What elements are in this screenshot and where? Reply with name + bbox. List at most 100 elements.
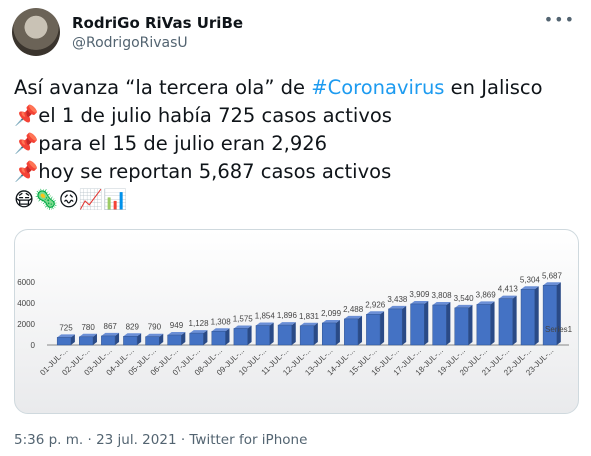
- bar-top: [123, 333, 142, 337]
- media-card[interactable]: 0 2000 4000 6000 725 780 867 829 790 949 1,128 1,30…: [14, 229, 579, 414]
- data-label: 1,854: [255, 312, 276, 321]
- bar-side: [512, 295, 517, 345]
- text-line: 📌hoy se reportan 5,687 casos activos: [14, 160, 392, 183]
- bar-side: [313, 322, 318, 345]
- bar: [344, 318, 359, 346]
- bar-side: [203, 330, 208, 345]
- y-tick-label: 6000: [17, 278, 35, 287]
- bar-top: [344, 315, 363, 319]
- bar-top: [79, 333, 97, 337]
- bar: [366, 314, 381, 346]
- bar-top: [300, 322, 318, 326]
- bar: [542, 285, 558, 346]
- avatar[interactable]: [12, 8, 60, 56]
- bar: [255, 325, 270, 346]
- data-label: 3,540: [454, 294, 475, 303]
- bar: [299, 325, 315, 346]
- text-line: 😷🦠😖📈📊: [14, 188, 128, 211]
- bar: [498, 298, 513, 346]
- bar: [277, 324, 293, 346]
- bar-side: [137, 333, 142, 345]
- data-label: 1,575: [233, 314, 254, 323]
- bar-side: [556, 282, 561, 345]
- bar: [101, 335, 116, 346]
- data-label: 725: [59, 323, 73, 332]
- bar: [167, 334, 182, 346]
- bar-side: [159, 333, 164, 345]
- data-label: 5,687: [542, 271, 563, 280]
- data-label: 2,926: [365, 300, 386, 309]
- bar: [321, 322, 337, 346]
- data-label: 3,808: [432, 291, 453, 300]
- text-line: 📌el 1 de julio había 725 casos activos: [14, 104, 392, 127]
- bar-side: [225, 328, 230, 345]
- bar-top: [189, 330, 208, 334]
- bar: [211, 331, 226, 346]
- hashtag[interactable]: #Coronavirus: [311, 76, 445, 99]
- bar: [410, 303, 425, 346]
- bar-top: [145, 333, 164, 337]
- tweet-text: Así avanza “la tercera ola” de #Coronavi…: [14, 74, 543, 214]
- data-label: 780: [81, 323, 95, 332]
- more-menu[interactable]: •••: [543, 10, 575, 29]
- data-label: 2,099: [321, 309, 342, 318]
- bar-top: [57, 334, 75, 338]
- display-name[interactable]: RodriGo RiVas UriBe: [72, 14, 244, 32]
- bar: [145, 336, 160, 346]
- bar: [520, 289, 535, 346]
- bar-top: [278, 322, 296, 326]
- y-tick-label: 4000: [17, 299, 35, 308]
- data-label: 949: [170, 321, 184, 330]
- data-label: 790: [148, 323, 162, 332]
- bar: [454, 307, 469, 346]
- data-label: 5,304: [520, 275, 541, 284]
- bar-side: [335, 319, 340, 345]
- y-tick-label: 2000: [17, 320, 35, 329]
- bar-top: [521, 286, 539, 290]
- chart: 0 2000 4000 6000 725 780 867 829 790 949 1,128 1,30…: [17, 271, 573, 377]
- bar: [388, 308, 403, 346]
- bar-side: [247, 325, 252, 345]
- data-label: 867: [104, 322, 118, 331]
- data-label: 1,831: [299, 312, 320, 321]
- bar-top: [101, 332, 120, 336]
- bar-top: [476, 301, 495, 305]
- bar-top: [322, 319, 340, 323]
- bar: [233, 328, 248, 346]
- data-label: 3,438: [387, 295, 408, 304]
- bar-side: [269, 322, 274, 345]
- bar-top: [498, 295, 517, 299]
- legend-label: Series1: [545, 325, 573, 334]
- bar-side: [181, 332, 186, 345]
- text: en Jalisco: [444, 76, 543, 99]
- bar: [476, 304, 491, 346]
- bar-top: [388, 305, 407, 309]
- bar-side: [468, 304, 473, 345]
- bar-side: [490, 301, 495, 345]
- bar-top: [233, 325, 252, 329]
- bar-top: [410, 300, 429, 304]
- bar-side: [380, 311, 385, 345]
- timestamp[interactable]: 5:36 p. m. · 23 jul. 2021 · Twitter for …: [14, 432, 308, 448]
- bar: [123, 336, 138, 346]
- bar-top: [211, 328, 230, 332]
- bar: [432, 304, 447, 346]
- bar-top: [432, 302, 451, 306]
- data-label: 1,308: [211, 317, 232, 326]
- bar-side: [115, 332, 120, 345]
- bar-top: [255, 322, 274, 326]
- bar-side: [534, 286, 539, 345]
- bar-side: [291, 322, 296, 345]
- bar-top: [543, 282, 561, 286]
- bar-side: [70, 334, 75, 345]
- data-label: 1,128: [189, 319, 210, 328]
- bar-side: [358, 315, 363, 345]
- bar-side: [424, 300, 429, 345]
- bar-top: [454, 304, 473, 308]
- data-label: 4,413: [498, 285, 519, 294]
- handle[interactable]: @RodrigoRivasU: [72, 35, 188, 51]
- bar-top: [366, 311, 385, 315]
- bar-side: [402, 305, 407, 345]
- y-tick-label: 0: [31, 341, 36, 350]
